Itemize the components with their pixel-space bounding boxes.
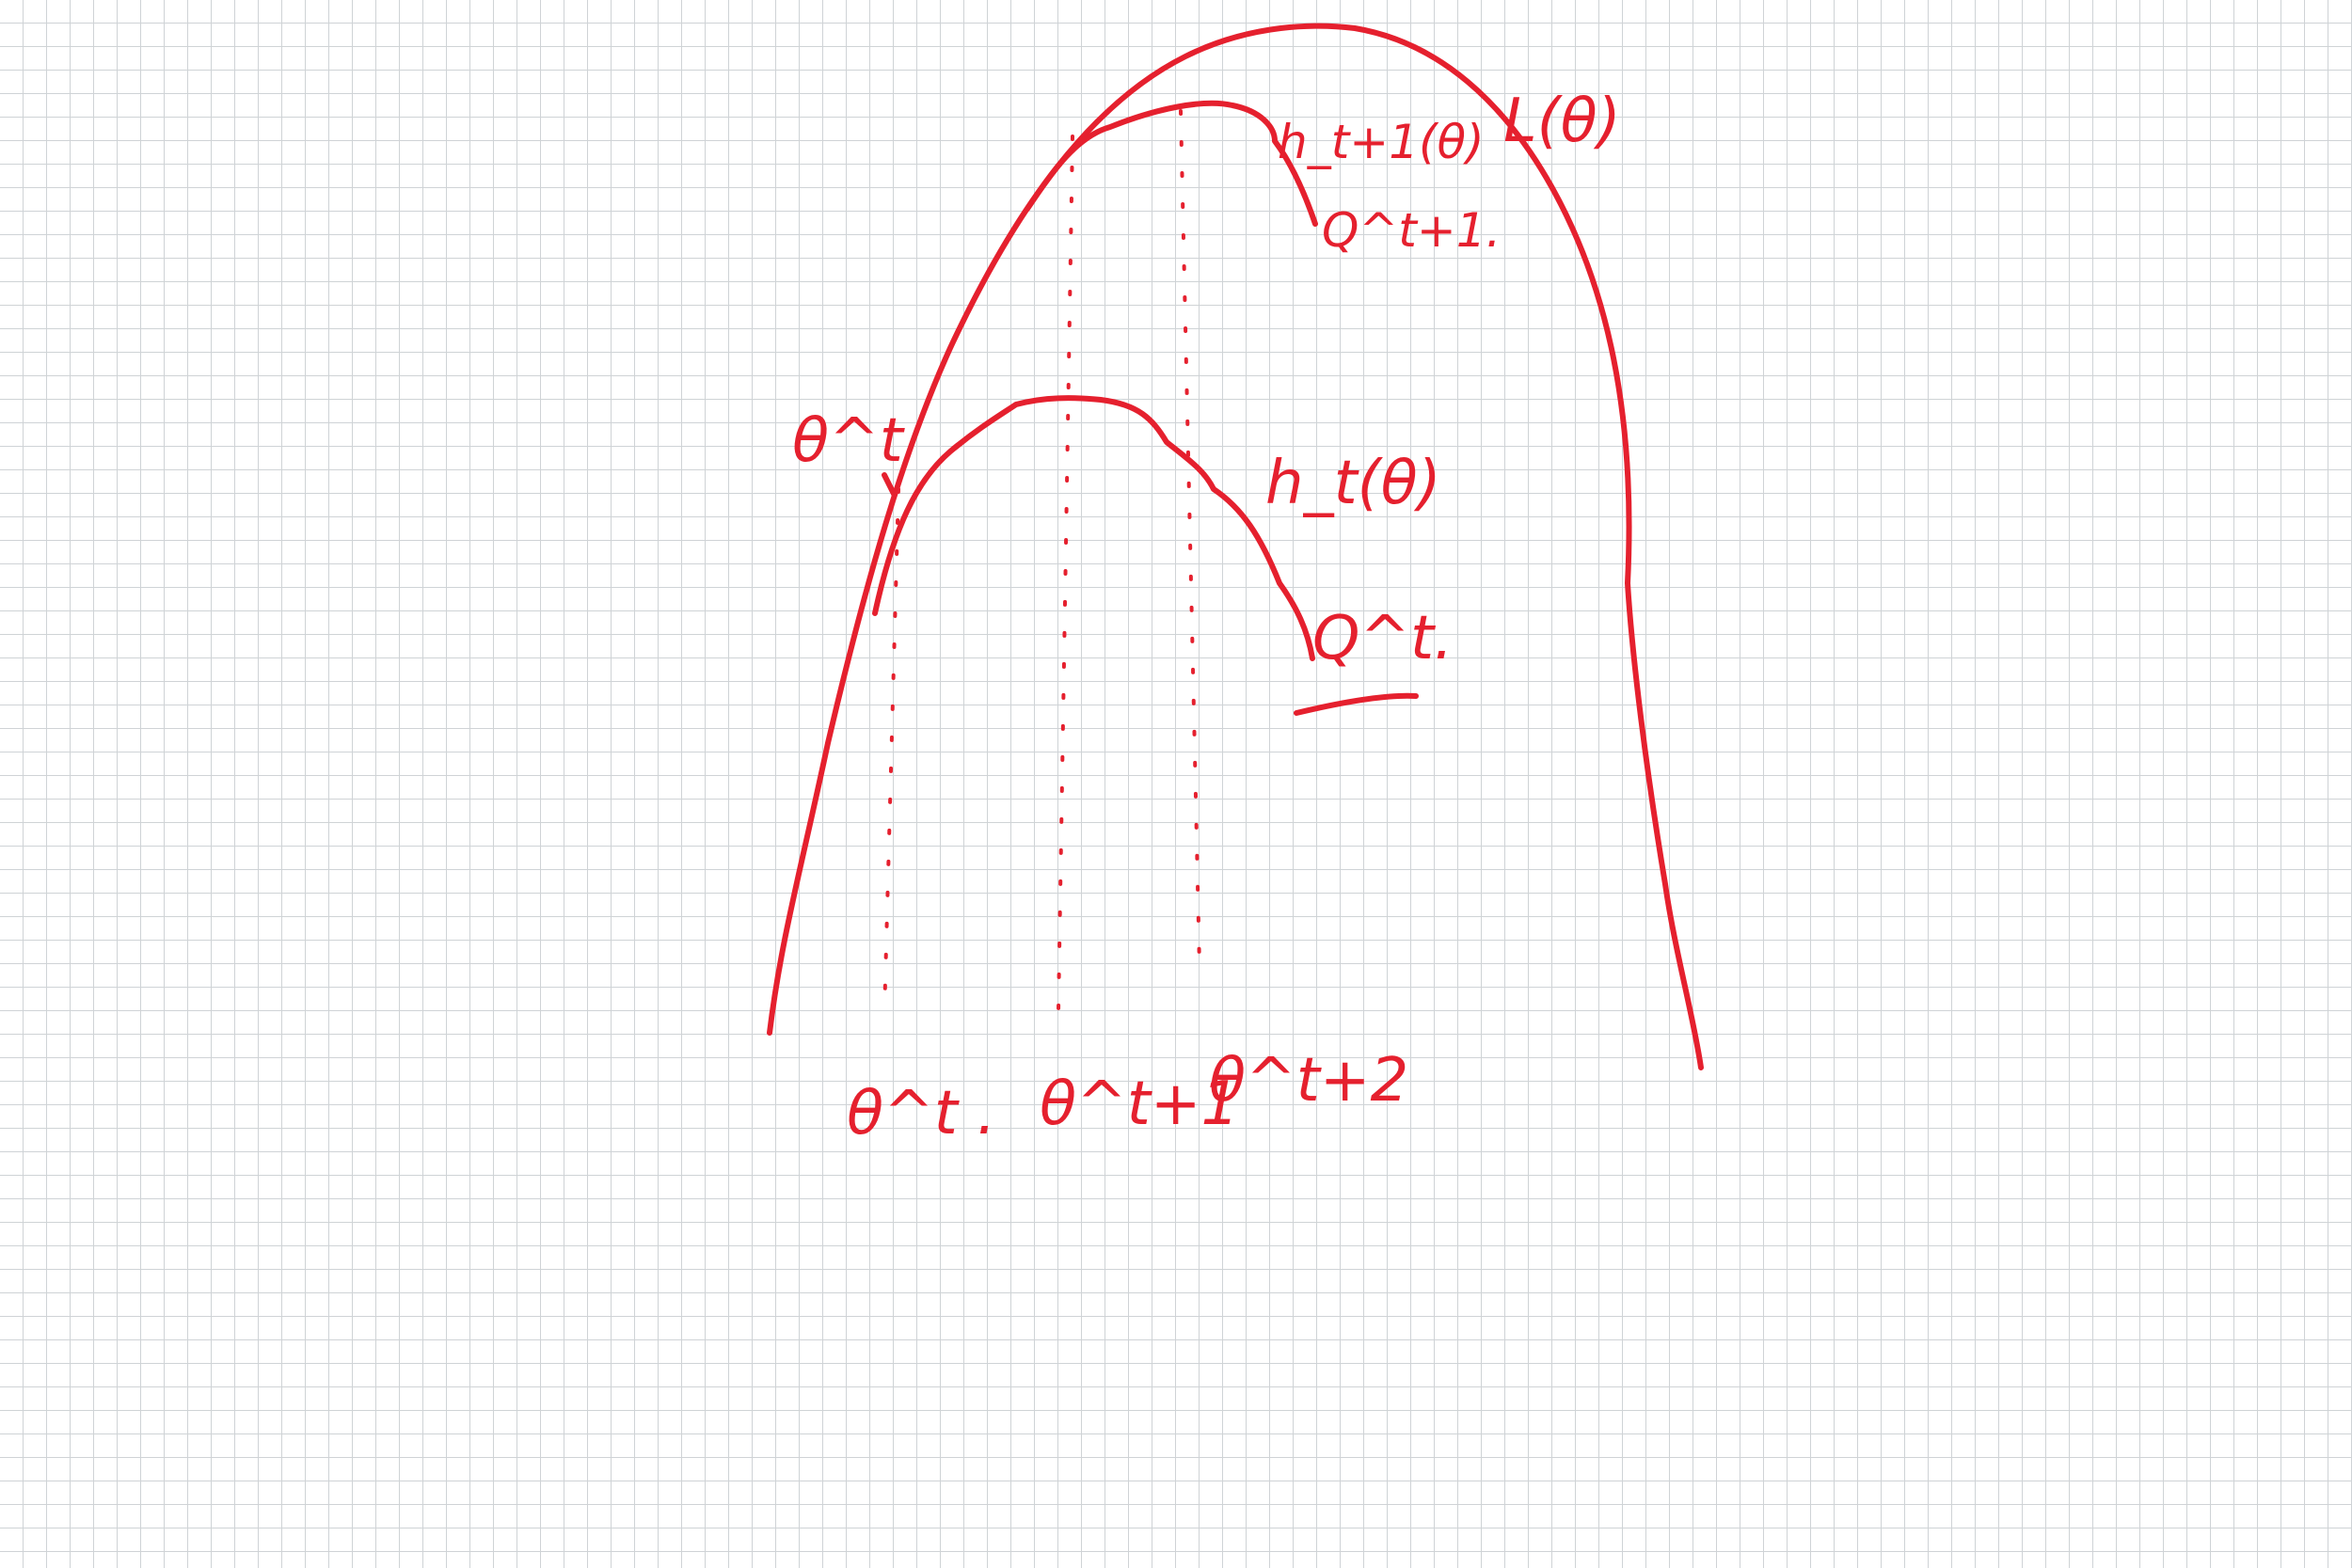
- bound-t1-label: h_t+1(θ): [1278, 115, 1485, 169]
- guide-line-theta-t1: [1057, 135, 1074, 1013]
- likelihood-curve: [767, 23, 1704, 1070]
- bound-t-label: h_t(θ): [1265, 449, 1441, 518]
- likelihood-label: L(θ): [1503, 87, 1621, 156]
- theta-t-curve-label: θ^t: [792, 406, 906, 476]
- bound-t1-curve: [1025, 100, 1318, 227]
- bound-t-set-label: Q^t.: [1312, 604, 1453, 673]
- tangent-tick: [882, 472, 897, 497]
- axis-label-theta-t1: θ^t+1: [1040, 1069, 1239, 1139]
- guide-line-theta-t: [882, 487, 900, 1018]
- guide-line-theta-t2: [1179, 109, 1201, 971]
- axis-label-theta-t2: θ^t+2: [1209, 1046, 1408, 1116]
- q-t-underline: [1294, 692, 1419, 716]
- bound-t-curve: [872, 395, 1315, 661]
- axis-label-theta-t: θ^t .: [847, 1079, 996, 1148]
- bound-t1-set-label: Q^t+1.: [1322, 203, 1501, 258]
